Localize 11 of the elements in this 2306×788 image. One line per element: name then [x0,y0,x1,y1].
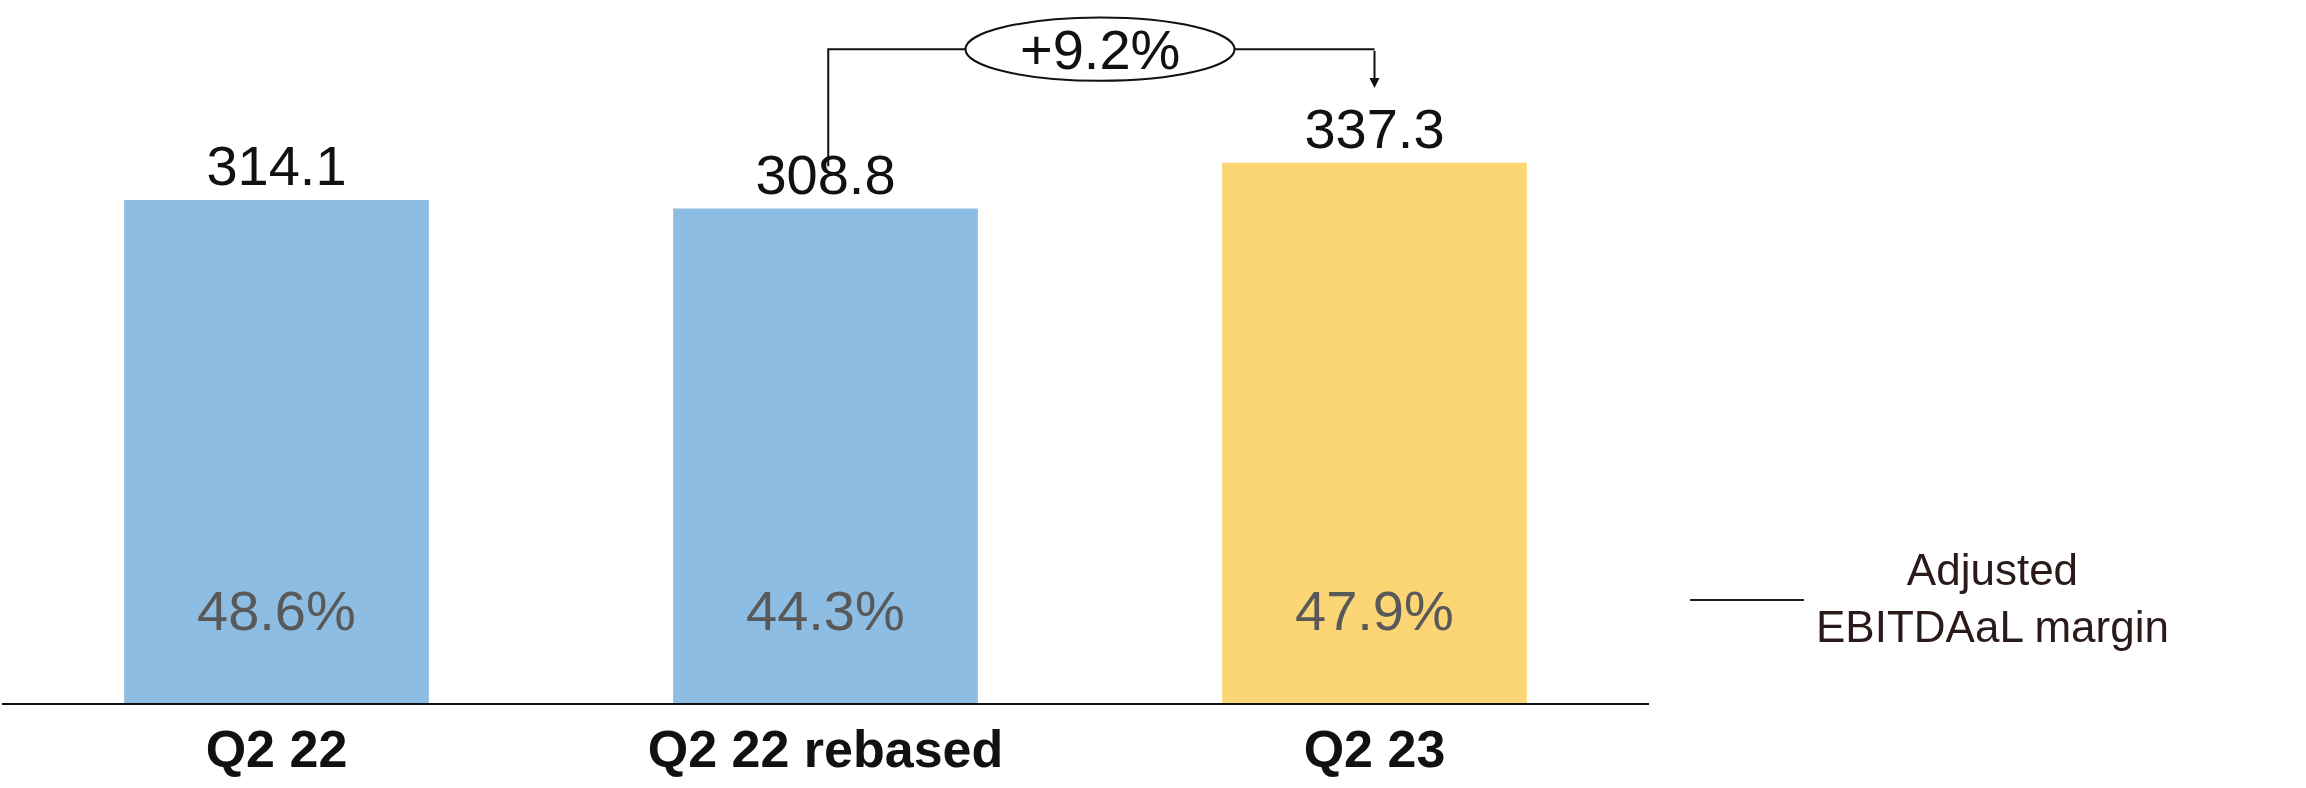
annotation: 48.6% [197,579,356,642]
annotation: 47.9% [1295,579,1454,642]
text: Adjusted EBITDAaL margin [1816,545,2169,652]
data-label: 308.8 [755,142,896,206]
data-label: 314.1 [206,134,347,198]
x-tick-label: Q2 22 rebased [647,720,1004,779]
x-tick-label: Q2 22 [205,720,348,779]
annotation: +9.2% [1020,18,1181,81]
annotation: 44.3% [746,579,905,642]
data-label: 337.3 [1304,96,1445,160]
x-tick-label: Q2 23 [1303,720,1446,779]
